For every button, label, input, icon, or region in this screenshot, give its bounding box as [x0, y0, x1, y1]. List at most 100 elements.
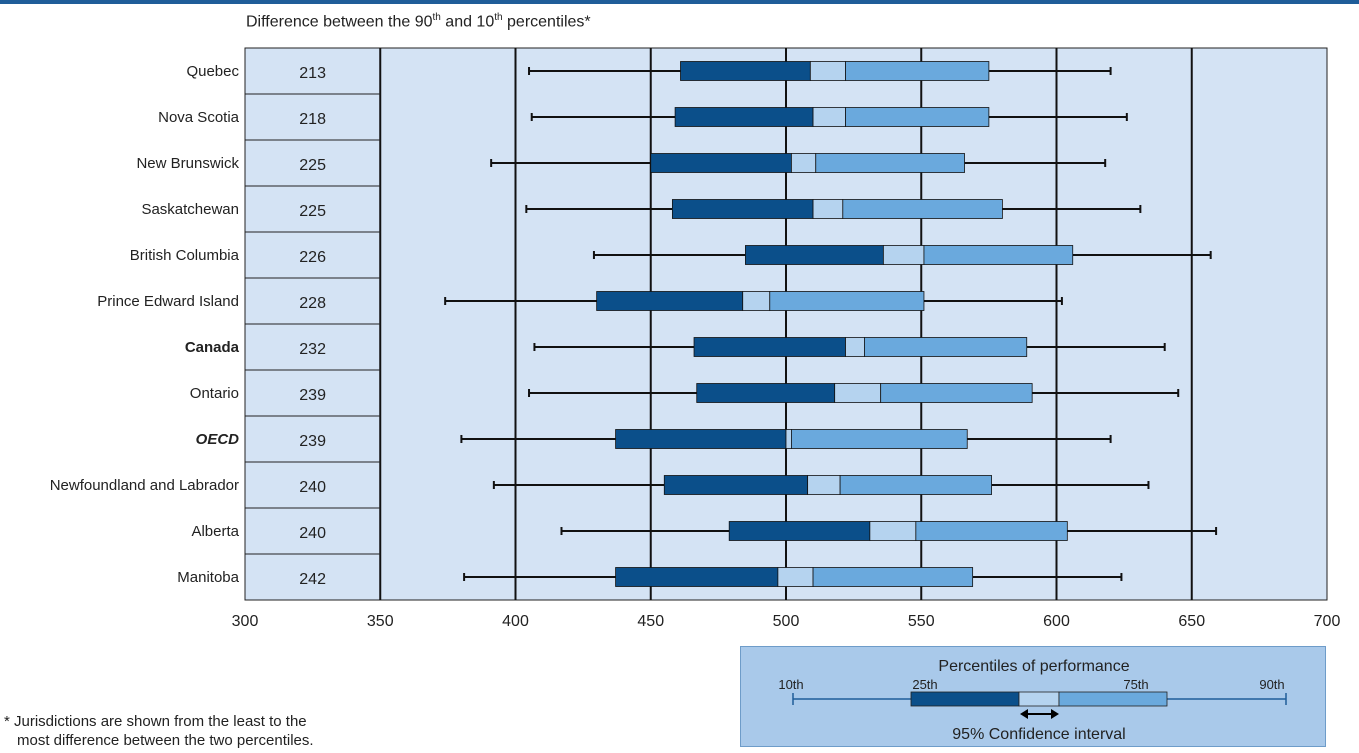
difference-value: 242 — [299, 571, 326, 588]
row-british-columbia: British Columbia 226 — [130, 245, 1212, 266]
box-25th-to-ci — [680, 61, 811, 81]
difference-value: 226 — [299, 249, 326, 266]
footnote-line-1: * Jurisdictions are shown from the least… — [4, 713, 307, 730]
x-tick-label: 700 — [1314, 613, 1341, 630]
legend-box-dark — [910, 691, 1020, 707]
confidence-interval — [845, 337, 865, 357]
difference-value: 232 — [299, 341, 326, 358]
box-25th-to-ci — [696, 383, 836, 403]
box-ci-to-75th — [815, 153, 965, 173]
confidence-interval — [785, 429, 792, 449]
row-new-brunswick: New Brunswick 225 — [136, 153, 1107, 174]
box-25th-to-ci — [728, 521, 871, 541]
box-25th-to-ci — [674, 107, 814, 127]
box-ci-to-75th — [845, 61, 990, 81]
header-sup-10: th — [494, 12, 503, 23]
confidence-interval — [777, 567, 814, 587]
x-tick-label: 550 — [908, 613, 935, 630]
row-label: New Brunswick — [136, 155, 239, 172]
row-label: Saskatchewan — [141, 201, 239, 218]
legend-label-75th: 75th — [1123, 677, 1148, 692]
row-label: Quebec — [186, 63, 239, 80]
confidence-interval — [807, 475, 841, 495]
row-label: British Columbia — [130, 247, 240, 264]
legend-box-ci — [1018, 691, 1060, 707]
row-newfoundland-and-labrador: Newfoundland and Labrador 240 — [50, 475, 1150, 496]
top-rule — [0, 0, 1359, 4]
legend-ci-label: 95% Confidence interval — [952, 726, 1125, 743]
box-ci-to-75th — [923, 245, 1074, 265]
row-label: OECD — [196, 431, 240, 448]
row-label: Ontario — [190, 385, 239, 402]
difference-value: 240 — [299, 525, 326, 542]
box-25th-to-ci — [596, 291, 744, 311]
x-tick-label: 650 — [1178, 613, 1205, 630]
box-ci-to-75th — [845, 107, 990, 127]
box-ci-to-75th — [864, 337, 1028, 357]
box-25th-to-ci — [615, 429, 787, 449]
box-ci-to-75th — [769, 291, 925, 311]
header-suffix: percentiles* — [502, 13, 591, 31]
box-25th-to-ci — [663, 475, 809, 495]
box-ci-to-75th — [791, 429, 968, 449]
x-axis-ticks: 300 350 400 450 500 550 600 650 700 — [232, 613, 1341, 630]
legend-graphic: Percentiles of performance 10th 25th 75t… — [778, 658, 1287, 743]
difference-value: 213 — [299, 65, 326, 82]
difference-value: 225 — [299, 157, 326, 174]
row-label: Alberta — [191, 523, 239, 540]
row-canada: Canada 232 — [185, 337, 1166, 358]
footnote-line-2: most difference between the two percenti… — [17, 732, 314, 749]
legend-ci-arrowhead-left — [1020, 709, 1028, 719]
x-tick-label: 450 — [637, 613, 664, 630]
difference-value: 240 — [299, 479, 326, 496]
row-label: Newfoundland and Labrador — [50, 477, 239, 494]
box-25th-to-ci — [615, 567, 779, 587]
row-saskatchewan: Saskatchewan 225 — [141, 199, 1142, 220]
header-mid: and 10 — [440, 13, 495, 31]
header-sup-90: th — [432, 12, 441, 23]
legend-label-10th: 10th — [778, 677, 803, 692]
box-25th-to-ci — [745, 245, 884, 265]
x-tick-label: 400 — [502, 613, 529, 630]
row-nova-scotia: Nova Scotia 218 — [158, 107, 1128, 128]
difference-value: 239 — [299, 433, 326, 450]
legend-label-25th: 25th — [912, 677, 937, 692]
x-tick-label: 350 — [367, 613, 394, 630]
box-ci-to-75th — [842, 199, 1003, 219]
x-tick-label: 600 — [1043, 613, 1070, 630]
confidence-interval — [834, 383, 882, 403]
header-prefix: Difference between the 90 — [246, 13, 433, 31]
row-dividers — [245, 93, 381, 555]
row-oecd: OECD 239 — [196, 429, 1112, 450]
row-label: Canada — [185, 339, 240, 356]
box-25th-to-ci — [693, 337, 846, 357]
confidence-interval — [791, 153, 817, 173]
legend-label-90th: 90th — [1259, 677, 1284, 692]
confidence-interval — [742, 291, 771, 311]
confidence-interval — [812, 199, 844, 219]
box-ci-to-75th — [915, 521, 1068, 541]
chart-header: Difference between the 90th and 10th per… — [246, 12, 591, 31]
legend: Percentiles of performance 10th 25th 75t… — [740, 646, 1326, 747]
footnote: * Jurisdictions are shown from the least… — [4, 712, 424, 750]
legend-box-light — [1058, 691, 1168, 707]
confidence-interval — [869, 521, 917, 541]
box-ci-to-75th — [812, 567, 974, 587]
difference-value: 239 — [299, 387, 326, 404]
legend-title: Percentiles of performance — [938, 658, 1129, 675]
difference-value: 225 — [299, 203, 326, 220]
row-prince-edward-island: Prince Edward Island 228 — [97, 291, 1063, 312]
confidence-interval — [812, 107, 846, 127]
x-tick-label: 300 — [232, 613, 259, 630]
row-alberta: Alberta 240 — [191, 521, 1218, 542]
box-25th-to-ci — [650, 153, 792, 173]
confidence-interval — [809, 61, 846, 81]
row-manitoba: Manitoba 242 — [177, 567, 1123, 588]
difference-value: 228 — [299, 295, 326, 312]
x-tick-label: 500 — [773, 613, 800, 630]
confidence-interval — [882, 245, 925, 265]
box-ci-to-75th — [839, 475, 992, 495]
row-label: Manitoba — [177, 569, 239, 586]
